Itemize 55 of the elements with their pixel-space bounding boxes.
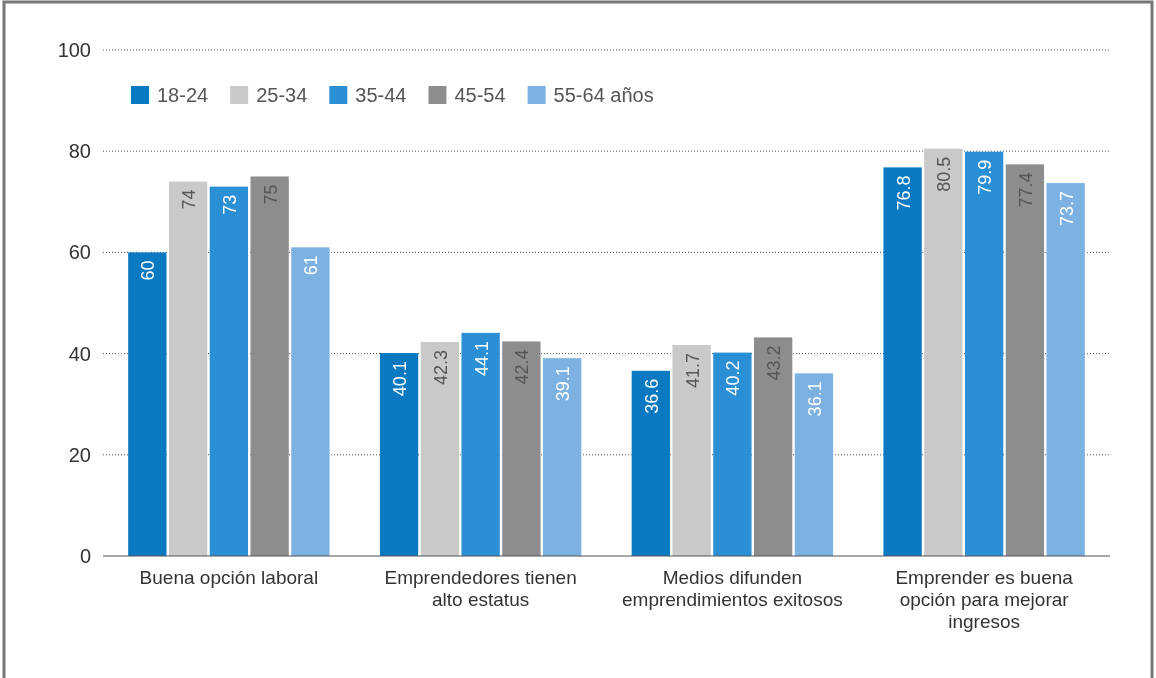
data-label: 36.6	[641, 378, 662, 414]
legend-label: 25-34	[256, 84, 308, 106]
y-tick-label: 100	[57, 39, 91, 61]
data-label: 42.4	[512, 349, 533, 385]
bar	[753, 337, 793, 556]
x-tick-label: Buena opción laboral	[139, 567, 319, 588]
data-label: 42.3	[430, 349, 451, 386]
bar	[379, 353, 419, 556]
bar	[672, 345, 711, 556]
bar	[502, 341, 541, 556]
y-tick-label: 20	[68, 443, 91, 466]
legend-label: 45-54	[454, 84, 506, 106]
x-tick-label: Medios difunden emprendimientos exitosos	[622, 567, 843, 610]
y-tick-label: 0	[79, 545, 91, 567]
bar	[924, 148, 963, 556]
bar	[964, 151, 1004, 556]
legend-label: 18-24	[157, 84, 209, 106]
data-label: 41.7	[682, 353, 703, 389]
data-label: 74	[179, 189, 200, 210]
legend-label: 35-44	[355, 84, 407, 106]
y-tick-label: 40	[68, 342, 91, 365]
bar	[1005, 164, 1045, 556]
x-tick-label: Emprendedores tienen alto estatus	[384, 567, 577, 610]
data-label: 44.1	[471, 340, 492, 376]
bar	[461, 332, 500, 556]
bar	[631, 370, 670, 556]
bar	[543, 358, 582, 556]
bar	[250, 176, 289, 556]
bar	[168, 181, 208, 556]
bar	[713, 352, 752, 556]
bar	[1046, 183, 1085, 556]
data-label: 43.2	[764, 345, 785, 381]
data-label: 79.9	[975, 159, 996, 195]
x-tick-label: Emprender es buena opción para mejorar ingresos	[895, 567, 1074, 632]
y-tick-label: 60	[68, 241, 91, 264]
data-label: 40.2	[723, 360, 744, 396]
bar	[209, 186, 249, 556]
data-label: 73	[219, 194, 240, 215]
bar	[794, 373, 834, 556]
y-tick-label: 80	[68, 140, 91, 163]
data-label: 60	[138, 260, 159, 281]
data-label: 36.1	[804, 381, 825, 417]
data-label: 40.1	[390, 361, 411, 397]
bar	[420, 341, 460, 556]
data-label: 61	[301, 255, 322, 276]
bar	[291, 247, 330, 556]
data-label: 80.5	[934, 156, 955, 192]
data-label: 76.8	[893, 175, 914, 211]
bar	[883, 167, 922, 556]
bar	[128, 252, 167, 556]
data-label: 75	[260, 184, 281, 205]
data-label: 39.1	[553, 366, 574, 402]
data-label: 77.4	[1015, 172, 1036, 208]
legend-label: 55-64 años	[553, 84, 654, 106]
data-label: 73.7	[1056, 191, 1077, 227]
